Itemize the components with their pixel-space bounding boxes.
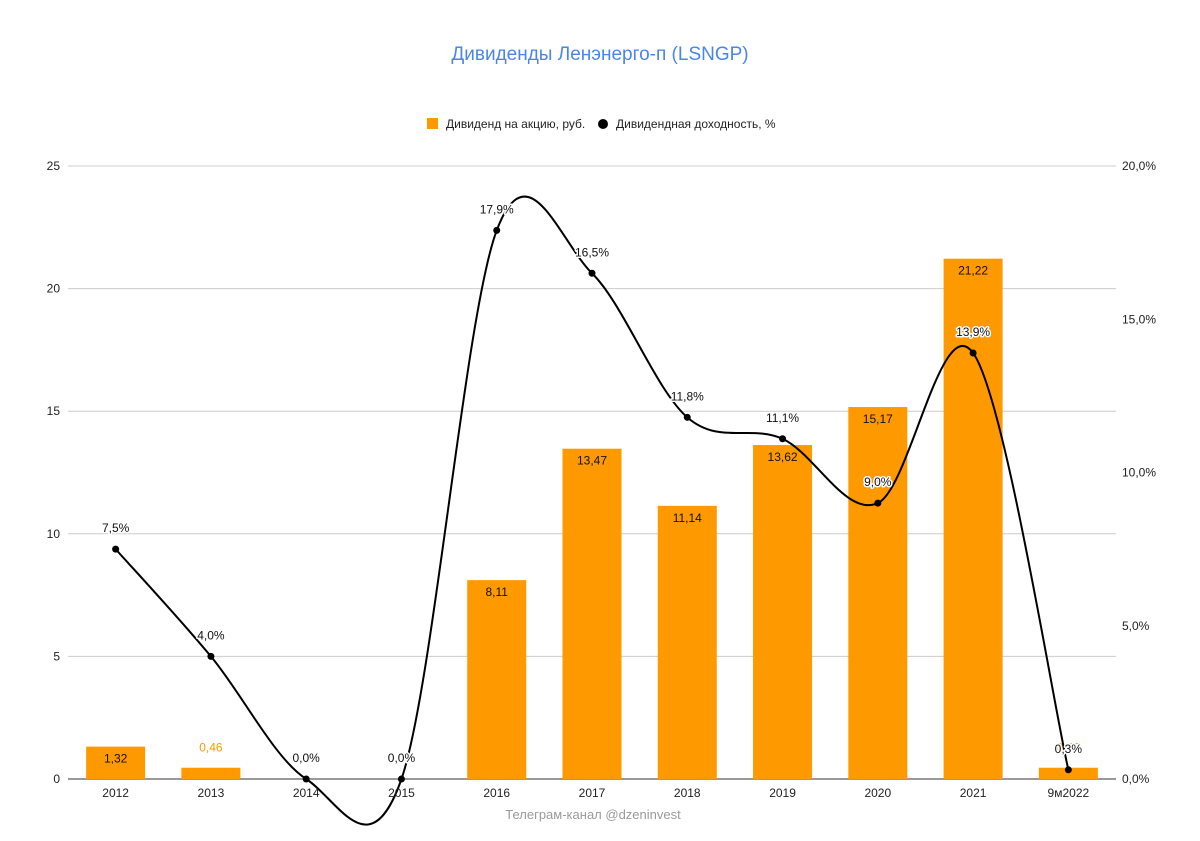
yield-point xyxy=(588,269,596,277)
yield-data-label: 17,9% xyxy=(480,202,514,216)
bar-data-label: 21,22 xyxy=(958,264,988,278)
y-right-tick-label: 0,0% xyxy=(1122,772,1150,786)
yield-data-label: 0,0% xyxy=(293,751,321,765)
yield-point xyxy=(302,775,310,783)
yield-data-label: 7,5% xyxy=(102,521,130,535)
line-labels: 7,5% 4,0% 0,0% 0,0% 17,9% 16,5% 11,8% 11,1% 9,0%… xyxy=(100,201,1083,767)
y-right-tick-label: 15,0% xyxy=(1122,312,1156,326)
yield-data-label: 11,1% xyxy=(766,411,799,425)
yield-data-label: 16,5% xyxy=(575,245,609,259)
y-right-tick-label: 5,0% xyxy=(1122,619,1150,633)
bar-data-label: 15,17 xyxy=(863,412,893,426)
legend-bar-label: Дивиденд на акцию, руб. xyxy=(446,117,585,131)
bar xyxy=(753,445,813,779)
x-tick-label: 2021 xyxy=(960,786,987,800)
yield-point xyxy=(112,545,120,553)
bar xyxy=(467,580,527,779)
yield-point xyxy=(683,413,691,421)
yield-data-label: 9,0% xyxy=(864,475,892,489)
yield-point xyxy=(493,226,501,234)
y-left-tick-label: 0 xyxy=(53,772,60,786)
bar xyxy=(1038,767,1098,779)
y-left-tick-label: 15 xyxy=(47,404,61,418)
bar-series xyxy=(86,258,1098,779)
yield-data-label: 4,0% xyxy=(197,628,225,642)
bar-data-label: 1,32 xyxy=(104,752,128,766)
bar xyxy=(657,505,717,779)
y-axis-right: 0,0% 5,0% 10,0% 15,0% 20,0% xyxy=(1122,159,1156,786)
x-tick-label: 2014 xyxy=(293,786,320,800)
x-tick-label: 2017 xyxy=(579,786,606,800)
y-right-tick-label: 10,0% xyxy=(1122,466,1156,480)
footer-credit: Телеграм-канал @dzeninvest xyxy=(505,807,681,822)
x-tick-label: 2013 xyxy=(198,786,225,800)
yield-point xyxy=(207,652,215,660)
yield-data-label: 0,3% xyxy=(1055,742,1083,756)
x-tick-label: 9м2022 xyxy=(1048,786,1090,800)
bar-data-label: 8,11 xyxy=(485,585,508,599)
bar xyxy=(181,767,241,779)
x-tick-label: 2016 xyxy=(483,786,510,800)
yield-point xyxy=(779,435,787,443)
chart-title: Дивиденды Ленэнерго-п (LSNGP) xyxy=(451,44,748,65)
bar xyxy=(848,407,908,779)
x-tick-label: 2015 xyxy=(388,786,415,800)
y-axis-left: 0 5 10 15 20 25 xyxy=(47,159,61,786)
line-series xyxy=(112,195,1072,826)
x-tick-label: 2019 xyxy=(769,786,796,800)
yield-point xyxy=(969,349,977,357)
yield-point xyxy=(397,775,405,783)
x-tick-label: 2020 xyxy=(864,786,891,800)
legend: Дивиденд на акцию, руб. Дивидендная дохо… xyxy=(427,117,776,131)
y-right-tick-label: 20,0% xyxy=(1122,159,1156,173)
legend-bar-swatch xyxy=(427,118,438,129)
yield-data-label: 11,8% xyxy=(671,389,704,403)
yield-data-label: 0,0% xyxy=(388,751,416,765)
x-tick-label: 2012 xyxy=(102,786,129,800)
legend-line-swatch xyxy=(598,119,608,129)
bar xyxy=(943,258,1003,779)
bar-data-label: 0,46 xyxy=(199,741,223,755)
yield-point xyxy=(874,499,882,507)
legend-line-label: Дивидендная доходность, % xyxy=(616,117,776,131)
yield-point xyxy=(1064,766,1072,774)
x-axis: 2012 2013 2014 2015 2016 2017 2018 2019 2020 2021… xyxy=(102,786,1089,800)
bar-data-label: 13,62 xyxy=(768,450,798,464)
yield-data-label: 13,9% xyxy=(956,325,990,339)
y-left-tick-label: 25 xyxy=(47,159,61,173)
bar-data-label: 13,47 xyxy=(577,454,607,468)
bar-data-label: 11,14 xyxy=(673,511,702,525)
bar xyxy=(86,746,146,779)
x-tick-label: 2018 xyxy=(674,786,701,800)
bar xyxy=(562,448,622,779)
y-left-tick-label: 10 xyxy=(47,527,61,541)
y-left-tick-label: 20 xyxy=(47,282,61,296)
y-left-tick-label: 5 xyxy=(53,649,60,663)
